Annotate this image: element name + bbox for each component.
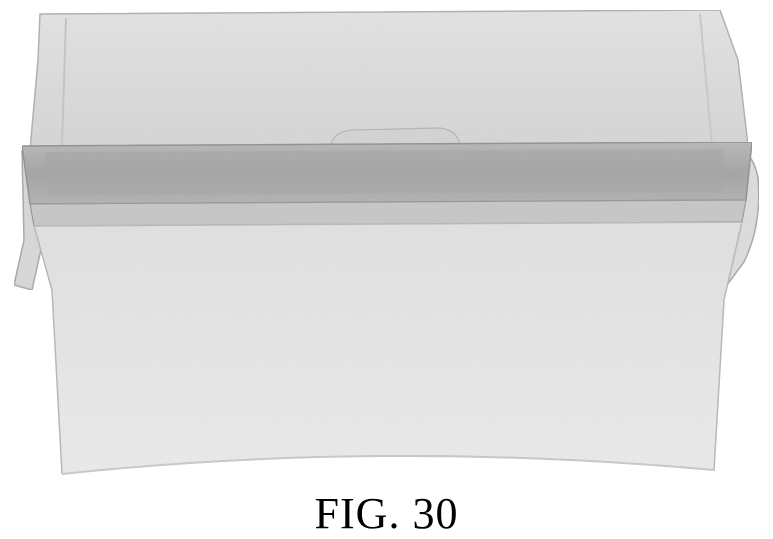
container-illustration xyxy=(0,0,773,490)
figure-caption: FIG. 30 xyxy=(0,490,773,538)
container-body xyxy=(34,222,742,474)
patent-figure xyxy=(0,0,773,490)
rim-inner-highlight xyxy=(45,149,725,195)
